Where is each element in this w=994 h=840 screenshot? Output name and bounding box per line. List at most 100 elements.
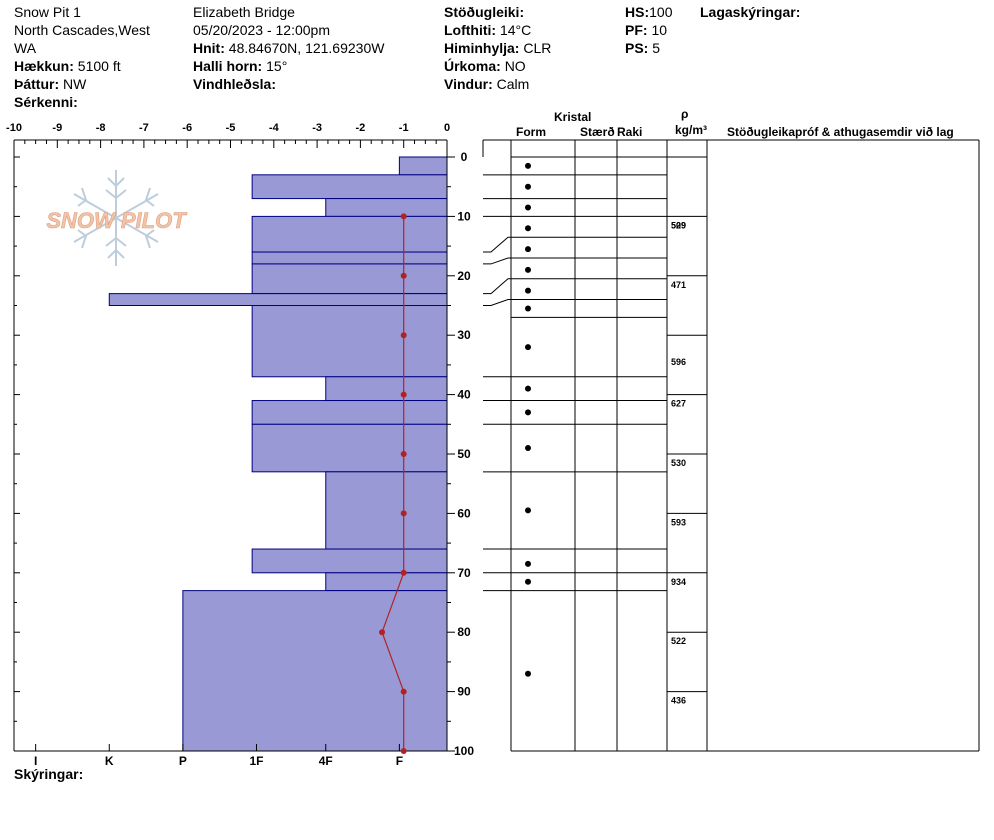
ps-value: 5 bbox=[652, 40, 661, 56]
temperature-point bbox=[400, 272, 407, 279]
hardness-bar bbox=[251, 305, 448, 378]
aspect: Þáttur: NW bbox=[14, 75, 86, 93]
left-axes bbox=[13, 139, 448, 752]
wind-loading-label: Vindhleðsla: bbox=[193, 76, 276, 92]
depth-tick-label: 70 bbox=[457, 566, 471, 580]
temperature-point bbox=[400, 391, 407, 398]
crystal-header: Kristal bbox=[554, 110, 592, 124]
slope-label: Halli horn: bbox=[193, 58, 263, 74]
depth-tick-label: 40 bbox=[457, 388, 471, 402]
slope-value: 15° bbox=[266, 58, 288, 74]
hs-value: 100 bbox=[649, 4, 673, 20]
hardness-bar bbox=[251, 174, 448, 200]
tests-header: Stöðugleikapróf & athugasemdir við lag bbox=[727, 125, 954, 139]
temp-tick-label: -3 bbox=[312, 122, 322, 134]
aspect-label: Þáttur: bbox=[14, 76, 60, 92]
hardness-bar bbox=[325, 198, 448, 217]
coords-value: 48.84670N, 121.69230W bbox=[228, 40, 385, 56]
hardness-bar bbox=[325, 572, 448, 592]
crystal-form-dot bbox=[525, 246, 531, 253]
stability: Stöðugleiki: bbox=[444, 3, 524, 21]
elevation-value: 5100 ft bbox=[77, 58, 121, 74]
depth-tick-label: 20 bbox=[457, 269, 471, 283]
depth-tick-label: 80 bbox=[457, 625, 471, 639]
moisture-header: Raki bbox=[617, 125, 643, 139]
hardness-bar bbox=[251, 263, 448, 295]
crystal-form-dot bbox=[525, 385, 531, 392]
datetime: 05/20/2023 - 12:00pm bbox=[193, 22, 330, 38]
region-line-1: North Cascades,West bbox=[14, 22, 150, 38]
temp-tick-label: -9 bbox=[52, 122, 62, 134]
region-line-2: WA bbox=[14, 40, 37, 56]
air-temp-label: Lofthiti: bbox=[444, 22, 497, 38]
temperature-line bbox=[381, 216, 405, 751]
temp-tick-label: -10 bbox=[6, 122, 22, 134]
hardness-bar bbox=[251, 400, 448, 425]
temperature-point bbox=[379, 629, 386, 636]
density-unit-header: kg/m³ bbox=[675, 123, 708, 137]
temp-tick-label: -4 bbox=[269, 122, 280, 134]
watermark-text: SNOW PILOT bbox=[46, 208, 187, 233]
hardness-bar bbox=[325, 471, 448, 550]
temp-tick-label: 0 bbox=[444, 122, 450, 134]
precipitation: Úrkoma: NO bbox=[444, 57, 526, 75]
crystal-form-dot bbox=[525, 162, 531, 169]
density-value: 627 bbox=[671, 399, 686, 409]
pf: PF: 10 bbox=[625, 21, 667, 39]
crystal-form-dot bbox=[525, 204, 531, 211]
notes-label: Skýringar: bbox=[14, 766, 84, 782]
depth-tick-label: 50 bbox=[457, 447, 471, 461]
hardness-bar bbox=[251, 215, 448, 253]
crystal-form-dot bbox=[525, 560, 531, 567]
ps-label: PS: bbox=[625, 40, 649, 56]
depth-ticks: 0 10 20 30 40 50 60 70 80 90 100 bbox=[14, 150, 474, 758]
temp-tick-label: -8 bbox=[96, 122, 106, 134]
hardness-bar bbox=[251, 548, 448, 574]
precip-label: Úrkoma: bbox=[444, 58, 501, 74]
layers-label: Lagaskýringar: bbox=[700, 4, 801, 20]
hardness-tick-label: 1F bbox=[249, 754, 263, 768]
pf-label: PF: bbox=[625, 22, 648, 38]
temp-tick-label: -6 bbox=[182, 122, 192, 134]
layer-connector bbox=[483, 236, 511, 253]
hs-label: HS: bbox=[625, 4, 650, 20]
pf-value: 10 bbox=[651, 22, 668, 38]
density-value: 530 bbox=[671, 458, 686, 468]
features: Sérkenni: bbox=[14, 93, 78, 111]
crystal-form-dot bbox=[525, 344, 531, 351]
watermark: SNOW PILOT bbox=[46, 170, 188, 266]
temperature-point bbox=[400, 213, 407, 220]
temperature-profile bbox=[379, 213, 407, 754]
notes: Skýringar: bbox=[14, 765, 83, 783]
snowflake-icon bbox=[73, 170, 159, 266]
depth-tick-label: 60 bbox=[457, 506, 471, 520]
sky-cover: Himinhylja: CLR bbox=[444, 39, 551, 57]
depth-tick-label: 30 bbox=[457, 328, 471, 342]
crystal-form-dot bbox=[525, 578, 531, 585]
crystal-form-dot bbox=[525, 445, 531, 452]
ps: PS: 5 bbox=[625, 39, 660, 57]
temp-tick-label: -2 bbox=[356, 122, 366, 134]
hardness-bar bbox=[182, 590, 448, 752]
size-header: Stærð bbox=[580, 125, 615, 139]
layer-connector bbox=[483, 299, 511, 306]
crystal-form-dot bbox=[525, 225, 531, 232]
hardness-bar bbox=[398, 156, 448, 176]
coordinates: Hnit: 48.84670N, 121.69230W bbox=[193, 39, 384, 57]
hardness-bar bbox=[251, 251, 448, 265]
hardness-bar bbox=[325, 376, 448, 402]
hardness-tick-label: I bbox=[34, 754, 37, 768]
sky-value: CLR bbox=[523, 40, 552, 56]
layers-legend: Lagaskýringar: bbox=[700, 3, 800, 21]
hardness-bars bbox=[108, 156, 448, 752]
hardness-bar bbox=[108, 293, 448, 306]
temperature-ticks: -10 -9 -8 -7 -6 -5 -4 -3 -2 -1 0 bbox=[6, 122, 450, 148]
density-value: 934 bbox=[671, 577, 686, 587]
hardness-tick-label: K bbox=[105, 754, 114, 768]
layer-connector bbox=[483, 278, 511, 295]
hardness-tick-label: P bbox=[179, 754, 187, 768]
aspect-value: NW bbox=[63, 76, 87, 92]
crystal-form-dot bbox=[525, 183, 531, 190]
density-value: 593 bbox=[671, 517, 686, 527]
